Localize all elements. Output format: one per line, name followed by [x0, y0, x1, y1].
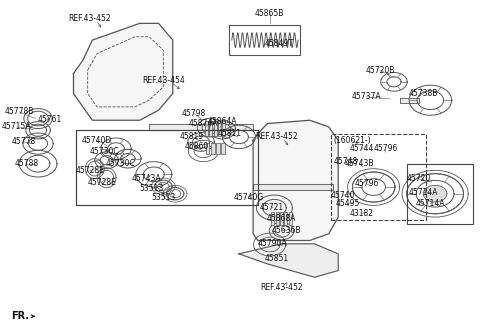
Bar	[407, 164, 473, 224]
Text: FR.: FR.	[12, 311, 30, 321]
Text: 45714A: 45714A	[416, 199, 445, 208]
Text: 45790A: 45790A	[257, 239, 287, 248]
Text: REF.43-452: REF.43-452	[260, 283, 303, 292]
Bar	[205, 121, 208, 136]
Polygon shape	[73, 23, 173, 120]
Bar	[218, 121, 221, 136]
Text: 45864A: 45864A	[208, 118, 237, 126]
Text: REF.43-454: REF.43-454	[142, 76, 185, 85]
Bar	[288, 212, 292, 225]
Text: 45796: 45796	[373, 144, 397, 153]
Text: 45740G: 45740G	[233, 193, 264, 201]
Bar	[76, 130, 258, 205]
Text: 45851: 45851	[264, 255, 289, 263]
Polygon shape	[239, 244, 338, 277]
Text: 53513: 53513	[151, 193, 175, 201]
Text: 45874A: 45874A	[189, 119, 218, 128]
Text: 45495: 45495	[336, 199, 360, 208]
Text: 45740: 45740	[331, 191, 355, 200]
Text: 43182: 43182	[350, 209, 374, 218]
Bar	[221, 143, 225, 154]
Polygon shape	[253, 120, 338, 240]
Bar	[331, 134, 426, 220]
Text: 45738B: 45738B	[408, 89, 438, 98]
Text: 45868A: 45868A	[267, 214, 296, 223]
Text: 45744: 45744	[349, 144, 374, 153]
Text: 45728E: 45728E	[75, 166, 105, 175]
Text: 45636B: 45636B	[272, 226, 301, 235]
Polygon shape	[400, 98, 419, 103]
Text: 45714A: 45714A	[408, 188, 438, 196]
Bar	[222, 121, 226, 136]
Bar	[76, 130, 258, 205]
Text: 45728E: 45728E	[87, 178, 116, 186]
Text: 45720B: 45720B	[366, 66, 396, 74]
Bar	[214, 121, 217, 136]
Bar	[209, 121, 213, 136]
Text: 45865B: 45865B	[255, 9, 284, 18]
Polygon shape	[423, 185, 447, 202]
Text: 45761: 45761	[38, 115, 62, 124]
Bar	[280, 212, 283, 225]
Bar	[284, 212, 288, 225]
Text: 45720: 45720	[407, 174, 431, 183]
Bar	[205, 143, 209, 154]
Text: 45721: 45721	[260, 203, 284, 211]
Text: 45748: 45748	[333, 158, 358, 166]
Text: 45730C: 45730C	[89, 148, 119, 156]
Text: 45743B: 45743B	[345, 159, 374, 168]
Text: 45788: 45788	[14, 159, 38, 168]
Text: 53513: 53513	[139, 184, 164, 193]
Text: 45798: 45798	[182, 109, 206, 118]
Text: 45730C: 45730C	[106, 159, 135, 168]
Bar	[211, 143, 215, 154]
Bar	[276, 212, 279, 225]
Polygon shape	[253, 184, 334, 190]
Text: 45860: 45860	[184, 143, 208, 151]
Text: 45811: 45811	[217, 129, 241, 138]
Bar	[229, 25, 300, 55]
Polygon shape	[149, 124, 253, 130]
Text: 45737A: 45737A	[352, 93, 382, 101]
Bar	[271, 212, 275, 225]
Text: REF.43-452: REF.43-452	[255, 133, 298, 141]
Text: 45715A: 45715A	[2, 123, 32, 131]
Text: REF.43-452: REF.43-452	[69, 14, 111, 23]
Text: 45778: 45778	[12, 138, 36, 146]
Text: 45778B: 45778B	[4, 108, 34, 116]
Text: 45743A: 45743A	[132, 174, 162, 183]
Text: 45740D: 45740D	[82, 136, 112, 145]
Text: 45849T: 45849T	[264, 39, 294, 48]
Text: 45819: 45819	[180, 133, 204, 141]
Text: (160621-): (160621-)	[334, 136, 371, 145]
Text: 45796: 45796	[354, 179, 379, 188]
Bar	[216, 143, 220, 154]
